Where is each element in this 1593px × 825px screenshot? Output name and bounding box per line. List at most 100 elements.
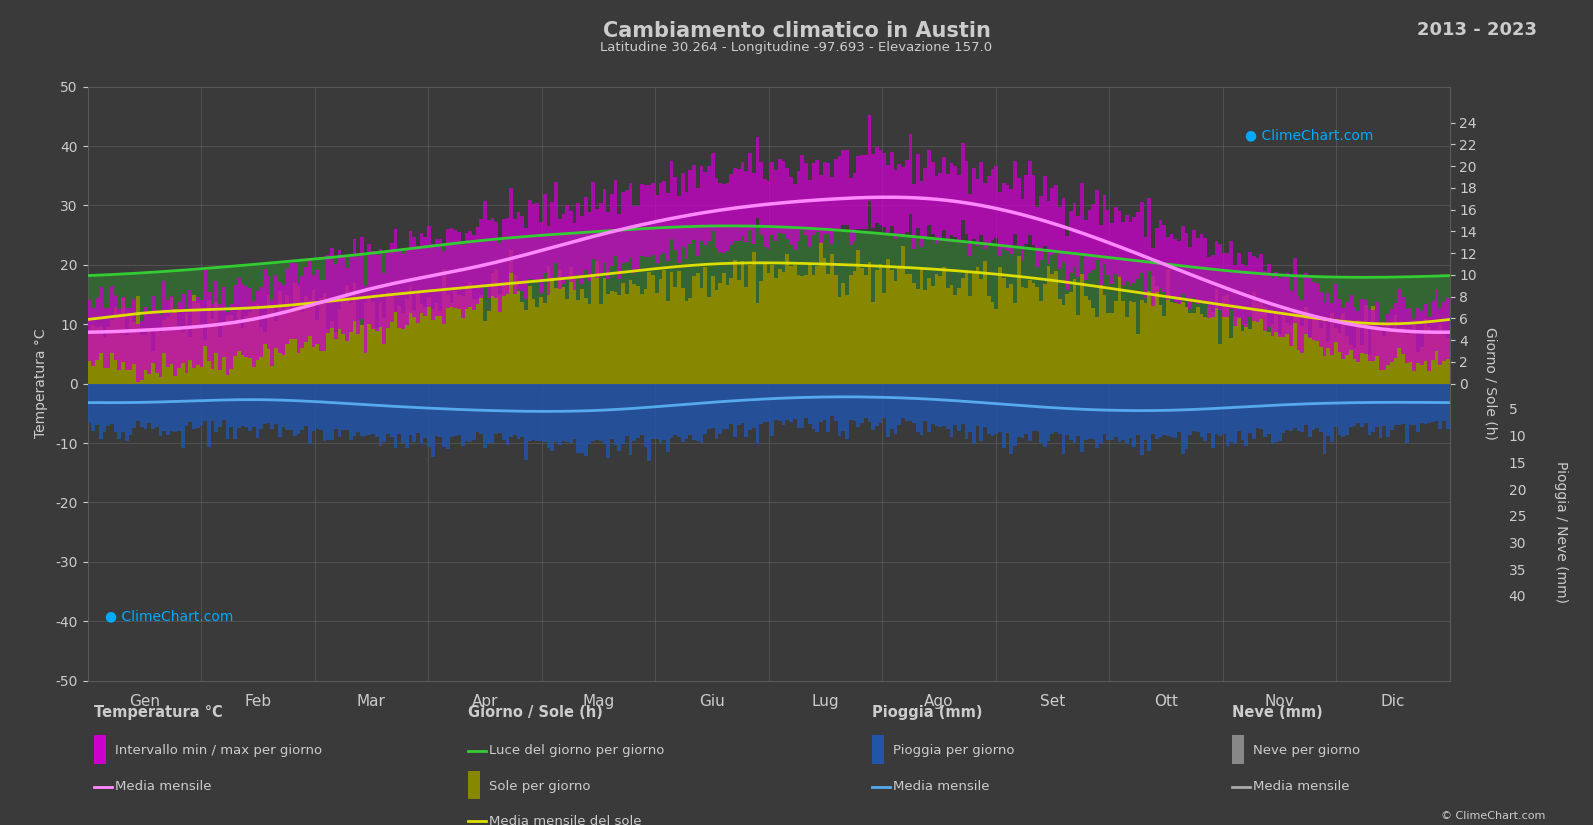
Bar <box>1397 328 1402 384</box>
Bar <box>1021 248 1024 384</box>
Bar <box>371 253 374 384</box>
Bar <box>1255 273 1260 384</box>
Bar <box>1166 384 1169 436</box>
Bar <box>174 314 177 376</box>
Bar <box>953 166 957 237</box>
Bar <box>1294 257 1297 323</box>
Bar <box>908 236 913 384</box>
Bar <box>107 308 110 368</box>
Bar <box>1211 269 1214 384</box>
Bar <box>991 169 994 240</box>
Bar <box>446 244 449 384</box>
Text: 15: 15 <box>1509 457 1526 471</box>
Bar <box>596 232 599 384</box>
Bar <box>774 227 777 384</box>
Bar <box>1416 351 1419 384</box>
Bar <box>1133 302 1136 384</box>
Bar <box>550 202 554 278</box>
Bar <box>624 229 629 384</box>
Bar <box>1118 384 1121 442</box>
Bar <box>1066 252 1069 384</box>
Bar <box>1061 252 1066 384</box>
Bar <box>524 310 527 384</box>
Bar <box>755 304 760 384</box>
Bar <box>841 384 846 431</box>
Bar <box>1394 277 1397 384</box>
Bar <box>379 252 382 384</box>
Bar <box>207 292 210 361</box>
Bar <box>532 384 535 440</box>
Bar <box>1050 274 1055 384</box>
Bar <box>271 384 274 429</box>
Bar <box>229 384 233 427</box>
Bar <box>1024 384 1027 435</box>
Bar <box>655 294 658 384</box>
Bar <box>1413 384 1416 426</box>
Bar <box>460 384 465 446</box>
Bar <box>416 247 419 323</box>
Bar <box>1297 384 1300 431</box>
Bar <box>357 322 360 384</box>
Bar <box>658 384 663 444</box>
Bar <box>162 280 166 353</box>
Bar <box>1069 253 1072 384</box>
Bar <box>733 384 738 437</box>
Bar <box>1300 299 1305 353</box>
Bar <box>808 384 811 424</box>
Bar <box>1319 276 1322 384</box>
Bar <box>949 163 953 235</box>
Bar <box>715 178 718 248</box>
Bar <box>1413 276 1416 384</box>
Bar <box>961 143 964 220</box>
Bar <box>894 384 897 434</box>
Bar <box>260 287 263 357</box>
Bar <box>863 155 868 229</box>
Bar <box>946 384 949 429</box>
Bar <box>293 384 296 436</box>
Bar <box>902 167 905 237</box>
Bar <box>1316 283 1319 342</box>
Bar <box>124 274 129 384</box>
Bar <box>1294 384 1297 428</box>
Bar <box>408 384 413 436</box>
Bar <box>726 183 730 252</box>
Bar <box>521 384 524 436</box>
Bar <box>602 188 607 262</box>
Bar <box>260 328 263 384</box>
Bar <box>323 293 327 384</box>
Bar <box>924 238 927 384</box>
Bar <box>972 243 977 384</box>
Bar <box>132 273 135 384</box>
Bar <box>288 262 293 384</box>
Bar <box>405 384 408 448</box>
Bar <box>685 384 688 439</box>
Bar <box>1356 277 1360 384</box>
Bar <box>96 298 99 360</box>
Bar <box>991 384 994 436</box>
Bar <box>927 278 930 384</box>
Bar <box>502 219 505 295</box>
Bar <box>1438 276 1442 384</box>
Bar <box>964 162 969 233</box>
Bar <box>972 273 977 384</box>
Bar <box>1200 234 1203 301</box>
Bar <box>1185 233 1188 299</box>
Bar <box>961 278 964 384</box>
Bar <box>883 153 886 227</box>
Bar <box>427 225 432 308</box>
Bar <box>980 243 983 384</box>
Bar <box>510 250 513 384</box>
Bar <box>1330 277 1333 384</box>
Bar <box>749 384 752 430</box>
Bar <box>363 285 368 353</box>
Bar <box>1099 257 1102 384</box>
Bar <box>1394 303 1397 357</box>
Bar <box>647 271 652 384</box>
Bar <box>1349 346 1352 384</box>
Bar <box>319 298 323 384</box>
Bar <box>991 302 994 384</box>
Bar <box>513 384 516 435</box>
Bar <box>252 301 255 367</box>
Bar <box>726 285 730 384</box>
Bar <box>1069 384 1072 440</box>
